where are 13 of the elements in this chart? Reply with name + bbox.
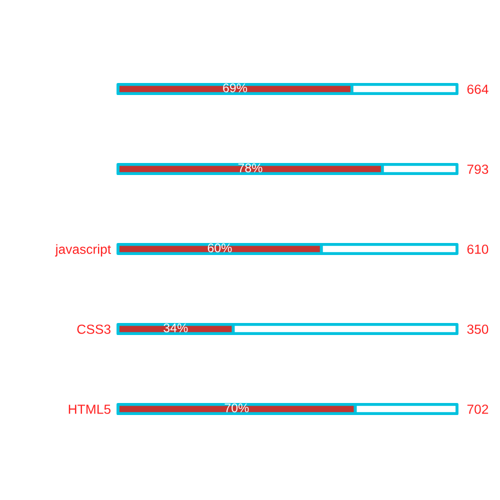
data-label: 69% <box>223 84 248 92</box>
y2-tick-label: 664 <box>467 84 488 94</box>
y-tick-label: javascript <box>55 244 111 257</box>
y-tick-label: CSS3 <box>77 324 110 334</box>
y2-tick-label: 350 <box>467 324 488 334</box>
data-label: 60% <box>208 244 232 252</box>
y2-tick-label: 702 <box>467 404 488 414</box>
data-label: 70% <box>224 404 249 412</box>
y2-tick-label: 610 <box>467 244 488 254</box>
data-label: 78% <box>238 164 262 172</box>
y-tick-label: HTML5 <box>68 404 111 414</box>
y2-tick-label: 793 <box>467 164 488 174</box>
data-label: 34% <box>164 324 188 332</box>
